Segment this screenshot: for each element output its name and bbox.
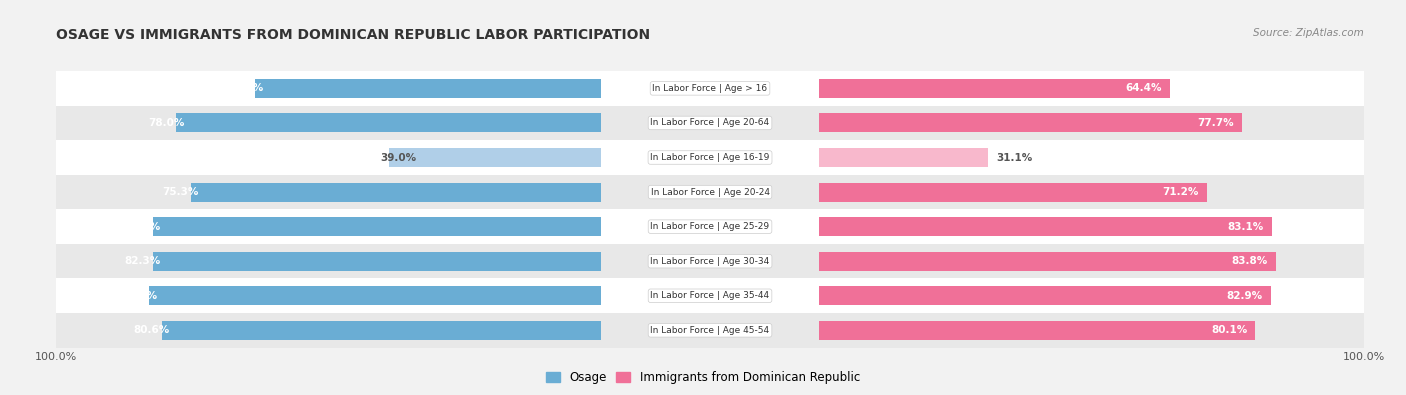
Bar bbox=[818, 321, 1256, 340]
Bar bbox=[176, 113, 602, 132]
Text: 39.0%: 39.0% bbox=[381, 152, 416, 162]
Bar bbox=[818, 148, 988, 167]
Bar bbox=[818, 286, 1271, 305]
Bar bbox=[0, 313, 1406, 348]
Bar bbox=[547, 175, 1406, 209]
Text: 80.6%: 80.6% bbox=[134, 325, 170, 335]
Text: 78.0%: 78.0% bbox=[148, 118, 184, 128]
Bar bbox=[388, 148, 602, 167]
Text: OSAGE VS IMMIGRANTS FROM DOMINICAN REPUBLIC LABOR PARTICIPATION: OSAGE VS IMMIGRANTS FROM DOMINICAN REPUB… bbox=[56, 28, 651, 41]
Bar bbox=[818, 217, 1272, 236]
Bar bbox=[547, 140, 1406, 175]
Text: In Labor Force | Age 25-29: In Labor Force | Age 25-29 bbox=[651, 222, 769, 231]
Bar bbox=[0, 175, 873, 209]
Text: Source: ZipAtlas.com: Source: ZipAtlas.com bbox=[1253, 28, 1364, 38]
Bar bbox=[0, 278, 1406, 313]
Text: 82.3%: 82.3% bbox=[125, 256, 160, 266]
Text: 31.1%: 31.1% bbox=[997, 152, 1033, 162]
Bar bbox=[0, 175, 1406, 209]
Bar bbox=[0, 209, 873, 244]
Text: 77.7%: 77.7% bbox=[1198, 118, 1234, 128]
Text: In Labor Force | Age 16-19: In Labor Force | Age 16-19 bbox=[651, 153, 769, 162]
Bar bbox=[0, 106, 1406, 140]
Text: 82.9%: 82.9% bbox=[1226, 291, 1263, 301]
Legend: Osage, Immigrants from Dominican Republic: Osage, Immigrants from Dominican Republi… bbox=[541, 367, 865, 389]
Text: 75.3%: 75.3% bbox=[163, 187, 200, 197]
Bar bbox=[191, 182, 602, 201]
Text: In Labor Force | Age 30-34: In Labor Force | Age 30-34 bbox=[651, 257, 769, 266]
Bar bbox=[547, 209, 1406, 244]
Text: In Labor Force | Age 20-24: In Labor Force | Age 20-24 bbox=[651, 188, 769, 197]
Bar bbox=[818, 182, 1206, 201]
Bar bbox=[0, 313, 873, 348]
Text: 82.3%: 82.3% bbox=[125, 222, 160, 231]
Text: In Labor Force | Age 45-54: In Labor Force | Age 45-54 bbox=[651, 326, 769, 335]
Bar bbox=[254, 79, 602, 98]
Text: 80.1%: 80.1% bbox=[1211, 325, 1247, 335]
Text: In Labor Force | Age 35-44: In Labor Force | Age 35-44 bbox=[651, 291, 769, 300]
Text: In Labor Force | Age > 16: In Labor Force | Age > 16 bbox=[652, 84, 768, 93]
Bar bbox=[547, 71, 1406, 106]
Bar bbox=[153, 217, 602, 236]
Bar bbox=[547, 106, 1406, 140]
Text: 83.8%: 83.8% bbox=[1232, 256, 1267, 266]
Text: 82.9%: 82.9% bbox=[121, 291, 157, 301]
Bar bbox=[0, 244, 873, 278]
Text: 64.4%: 64.4% bbox=[1125, 83, 1161, 93]
Text: 71.2%: 71.2% bbox=[1163, 187, 1199, 197]
Bar bbox=[0, 244, 1406, 278]
Bar bbox=[153, 252, 602, 271]
Bar bbox=[818, 113, 1243, 132]
Bar bbox=[149, 286, 602, 305]
Bar bbox=[547, 244, 1406, 278]
Bar bbox=[0, 278, 873, 313]
Bar bbox=[0, 71, 1406, 106]
Bar bbox=[0, 209, 1406, 244]
Bar bbox=[547, 278, 1406, 313]
Bar bbox=[162, 321, 602, 340]
Text: 83.1%: 83.1% bbox=[1227, 222, 1264, 231]
Text: 63.5%: 63.5% bbox=[226, 83, 263, 93]
Bar bbox=[818, 79, 1170, 98]
Bar bbox=[818, 252, 1275, 271]
Text: In Labor Force | Age 20-64: In Labor Force | Age 20-64 bbox=[651, 118, 769, 128]
Bar bbox=[0, 71, 873, 106]
Bar bbox=[0, 106, 873, 140]
Bar bbox=[0, 140, 873, 175]
Bar bbox=[0, 140, 1406, 175]
Bar bbox=[547, 313, 1406, 348]
